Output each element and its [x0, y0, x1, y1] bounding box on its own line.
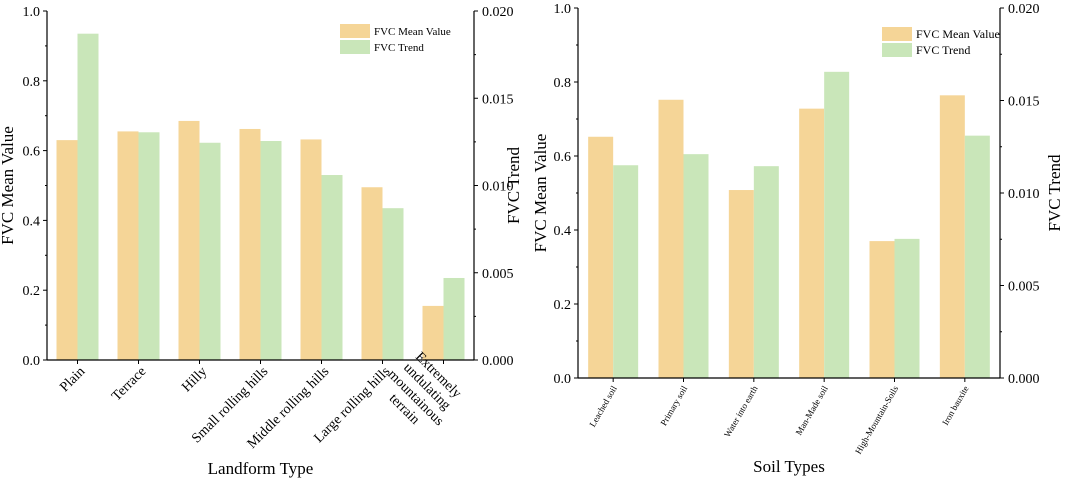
soil-mean-bar	[869, 241, 895, 378]
soil-mean-bar	[728, 190, 754, 378]
landform-left-tick-label: 0.8	[23, 75, 41, 90]
landform-left-tick-label: 0.4	[23, 214, 41, 229]
soil-trend-bar	[683, 154, 709, 378]
soil-trend-bar	[964, 135, 990, 378]
landform-mean-bar	[117, 131, 139, 360]
landform-trend-bar	[321, 175, 343, 360]
landform-y-right-axis-title: FVC Trend	[504, 147, 523, 225]
soil-mean-bar	[799, 108, 825, 378]
soil-left-tick-label: 0.6	[554, 150, 572, 165]
soil-trend-bar	[894, 238, 920, 378]
landform-right-tick-label: 0.015	[482, 92, 514, 107]
landform-mean-bar	[178, 120, 200, 360]
soil-right-tick-label: 0.020	[1008, 2, 1040, 17]
landform-trend-bar	[443, 277, 465, 360]
soil-legend-label-trend: FVC Trend	[916, 43, 970, 57]
landform-category-label: Hilly	[179, 364, 210, 395]
soil-left-tick-label: 0.4	[554, 224, 572, 239]
soil-right-tick-label: 0.010	[1008, 187, 1040, 202]
soil-category-label: Man-Made soil	[794, 384, 831, 437]
landform-trend-bar	[138, 132, 160, 360]
soil-trend-bar	[753, 166, 779, 378]
landform-mean-bar	[422, 305, 444, 360]
soil-left-tick-label: 0.8	[554, 76, 572, 91]
landform-left-tick-label: 0.0	[23, 354, 41, 369]
soil-left-tick-label: 0.2	[554, 298, 572, 313]
landform-x-axis-title: Landform Type	[208, 459, 314, 478]
soil-right-tick-label: 0.000	[1008, 372, 1040, 387]
landform-legend-swatch-mean	[340, 24, 370, 38]
landform-mean-bar	[239, 128, 261, 360]
soil-left-tick-label: 0.0	[554, 372, 572, 387]
soil-mean-bar	[939, 95, 965, 378]
landform-trend-bar	[77, 33, 99, 361]
landform-left-tick-label: 0.6	[23, 145, 41, 160]
soil-category-label: High-Mountain-Soils	[853, 384, 900, 456]
landform-left-tick-label: 1.0	[23, 5, 41, 20]
soil-x-axis-title: Soil Types	[753, 457, 825, 476]
landform-right-tick-label: 0.020	[482, 5, 514, 20]
landform-y-axis-title: FVC Mean Value	[0, 126, 17, 245]
soil-y-right-axis-title: FVC Trend	[1045, 154, 1064, 232]
soil-trend-bar	[613, 165, 639, 378]
landform-trend-bar	[199, 142, 221, 360]
landform-mean-bar	[361, 187, 383, 360]
soil-category-label: Iron bauxite	[940, 384, 971, 427]
landform-right-tick-label: 0.005	[482, 267, 514, 282]
soil-y-axis-title: FVC Mean Value	[531, 134, 550, 253]
landform-right-tick-label: 0.010	[482, 180, 514, 195]
soil-left-tick-label: 1.0	[554, 2, 572, 17]
landform-mean-bar	[300, 139, 322, 360]
soil-category-label: Leached soil	[587, 384, 619, 429]
soil-legend-swatch-mean	[882, 27, 912, 41]
landform-category-label: Plain	[57, 364, 88, 395]
landform-category-label: Terrace	[109, 364, 149, 404]
landform-trend-bar	[382, 208, 404, 360]
soil-legend-swatch-trend	[882, 43, 912, 57]
soil-mean-bar	[588, 136, 614, 378]
landform-left-tick-label: 0.2	[23, 284, 41, 299]
landform-legend-label-trend: FVC Trend	[374, 42, 424, 54]
landform-legend-label-mean: FVC Mean Value	[374, 26, 451, 38]
landform-right-tick-label: 0.000	[482, 354, 514, 369]
soil-trend-bar	[824, 71, 850, 378]
soil-right-tick-label: 0.005	[1008, 280, 1040, 295]
landform-legend-swatch-trend	[340, 40, 370, 54]
soil-legend-label-mean: FVC Mean Value	[916, 27, 1000, 41]
soil-category-label: Primary soil	[658, 384, 689, 428]
landform-trend-bar	[260, 141, 282, 360]
landform-mean-bar	[56, 140, 78, 360]
soil-right-tick-label: 0.015	[1008, 95, 1040, 110]
soil-mean-bar	[658, 99, 684, 378]
soil-category-label: Water into earth	[722, 384, 760, 439]
